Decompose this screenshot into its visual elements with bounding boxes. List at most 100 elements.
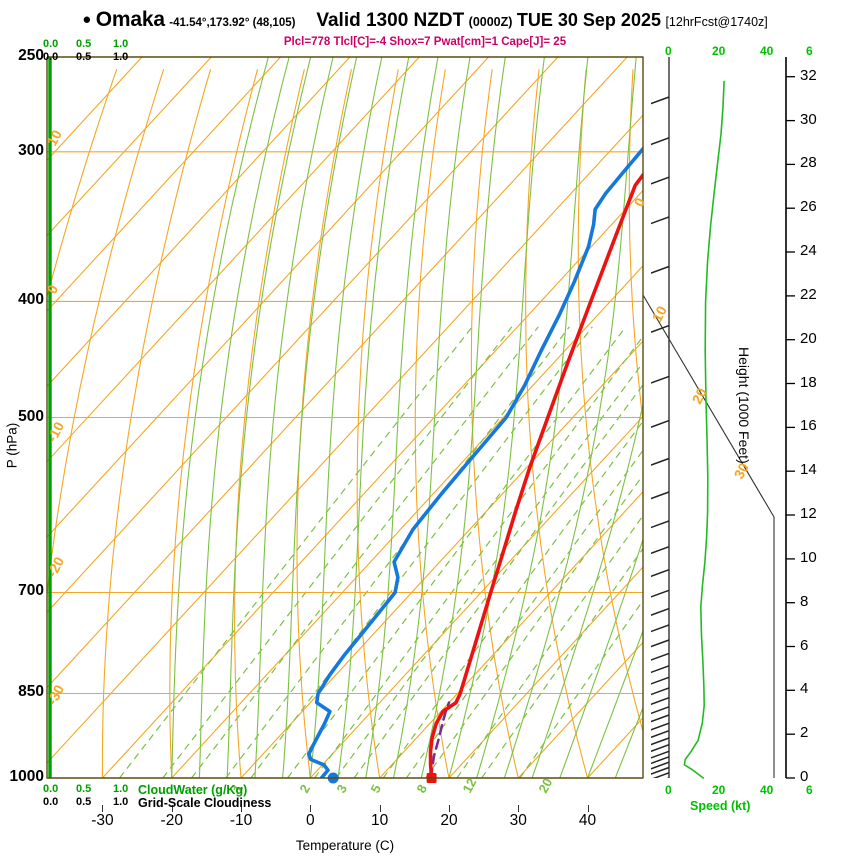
panel-frames bbox=[46, 56, 795, 779]
wind-barb bbox=[651, 743, 670, 753]
wind-panel-outline bbox=[642, 57, 775, 778]
station-name: Omaka bbox=[95, 8, 165, 31]
temperature-tick-mark bbox=[310, 805, 312, 812]
cloudwater-tick: 1.0 bbox=[113, 38, 129, 50]
dewpoint-curve bbox=[306, 146, 643, 778]
pressure-tick: 700 bbox=[18, 582, 44, 600]
wind-barb bbox=[651, 761, 670, 770]
height-tick: 32 bbox=[800, 66, 817, 84]
wind-barb bbox=[651, 750, 670, 759]
height-tick: 6 bbox=[800, 636, 809, 654]
wind-barb bbox=[651, 714, 670, 723]
temperature-tick: 30 bbox=[509, 812, 527, 829]
wind-barb bbox=[651, 216, 670, 225]
pressure-tick: 250 bbox=[18, 47, 44, 64]
wind-barb bbox=[651, 639, 670, 648]
mixing-ratio-label: 8 bbox=[413, 782, 430, 795]
valid-time: Valid 1300 NZDT bbox=[316, 10, 465, 31]
wind-barb bbox=[651, 419, 670, 428]
station-marker-icon: ● bbox=[82, 11, 92, 28]
chart-title: ● Omaka -41.54°,173.92° (48,105) Valid 1… bbox=[0, 8, 850, 32]
speed-tick: 6 bbox=[806, 44, 813, 58]
temperature-tick-mark bbox=[448, 805, 450, 812]
temperature-tick-mark bbox=[171, 805, 173, 812]
wind-barb bbox=[651, 137, 670, 146]
temperature-tick: 0 bbox=[306, 812, 315, 829]
wind-barb bbox=[651, 652, 670, 661]
wind-barb bbox=[651, 457, 670, 466]
temperature-tick: -20 bbox=[160, 812, 183, 829]
height-tick: 12 bbox=[800, 505, 817, 523]
cloudiness-tick: 0.5 bbox=[76, 51, 92, 63]
mixing-ratio-label: 5 bbox=[367, 782, 384, 795]
temperature-tick: 40 bbox=[578, 812, 597, 829]
pressure-tick: 400 bbox=[18, 291, 44, 309]
wind-barb bbox=[651, 545, 670, 555]
wind-barb bbox=[651, 696, 670, 706]
speed-tick: 40 bbox=[760, 44, 774, 58]
height-tick: 4 bbox=[800, 680, 809, 698]
height-tick: 10 bbox=[800, 548, 817, 566]
wind-barb bbox=[651, 766, 670, 775]
speed-tick: 40 bbox=[760, 783, 774, 797]
moist-adiabat-lines bbox=[171, 57, 643, 778]
temperature-tick-mark bbox=[518, 805, 520, 812]
speed-tick: 0 bbox=[665, 783, 672, 797]
wind-barb bbox=[651, 375, 670, 384]
pressure-tick: 850 bbox=[18, 683, 44, 701]
wind-barb bbox=[651, 96, 670, 105]
isotherm-label: 30 bbox=[731, 460, 753, 481]
wind-barbs bbox=[651, 96, 670, 778]
cloudwater-tick: 0.5 bbox=[76, 783, 92, 795]
cloudiness-tick: 0.0 bbox=[43, 796, 59, 808]
isotherm-label: 10 bbox=[649, 303, 671, 324]
wind-barb bbox=[651, 265, 670, 274]
wind-barb bbox=[651, 324, 670, 333]
height-tick: 30 bbox=[800, 110, 817, 128]
height-axis-label: Height (1000 Feet) bbox=[736, 347, 752, 464]
cloudiness-tick: 1.0 bbox=[113, 51, 129, 63]
mixing-ratio-label: 3 bbox=[333, 782, 350, 795]
speed-tick: 6 bbox=[806, 783, 813, 797]
temperature-tick-mark bbox=[379, 805, 381, 812]
speed-axis-label: Speed (kt) bbox=[690, 799, 751, 813]
dry-adiabat-label: 10 bbox=[44, 127, 66, 148]
isobar-lines bbox=[47, 56, 643, 779]
cloudiness-legend-label: Grid-Scale Cloudiness bbox=[138, 796, 272, 810]
height-tick: 2 bbox=[800, 724, 809, 742]
wind-barb bbox=[651, 729, 670, 739]
speed-tick: 20 bbox=[712, 44, 726, 58]
valid-date: TUE 30 Sep 2025 bbox=[516, 10, 661, 30]
cloudwater-tick: 0.0 bbox=[43, 783, 59, 795]
valid-time-utc: (0000Z) bbox=[468, 15, 513, 29]
wind-barb bbox=[651, 568, 670, 578]
wind-barb bbox=[651, 491, 670, 500]
temperature-tick: 10 bbox=[371, 812, 389, 829]
wind-barb bbox=[651, 589, 670, 598]
wind-barb bbox=[651, 607, 670, 616]
stability-indices: Plcl=778 Tlcl[C]=-4 Shox=7 Pwat[cm]=1 Ca… bbox=[283, 36, 567, 48]
temperature-tick-mark bbox=[241, 805, 243, 812]
height-tick: 24 bbox=[800, 242, 817, 260]
wind-barb bbox=[652, 772, 670, 778]
cloudwater-tick: 0.0 bbox=[43, 38, 59, 50]
wind-barb bbox=[651, 520, 670, 529]
cloudiness-tick: 0.0 bbox=[43, 51, 59, 63]
pressure-tick: 1000 bbox=[9, 768, 44, 785]
height-tick: 8 bbox=[800, 592, 809, 610]
temperature-tick: -10 bbox=[229, 812, 253, 829]
temperature-curve bbox=[428, 172, 643, 778]
wind-barb bbox=[651, 676, 670, 685]
cloudwater-tick: 1.0 bbox=[113, 783, 129, 795]
wind-barb bbox=[651, 687, 670, 696]
wind-speed-curve bbox=[683, 80, 725, 779]
height-tick: 18 bbox=[800, 373, 817, 391]
wind-barb bbox=[651, 756, 670, 765]
speed-tick: 20 bbox=[712, 783, 726, 797]
isotherm-label: 20 bbox=[689, 385, 711, 406]
dry-adiabat-lines bbox=[47, 69, 643, 778]
wind-barb bbox=[651, 706, 670, 715]
height-tick: 0 bbox=[800, 768, 809, 785]
